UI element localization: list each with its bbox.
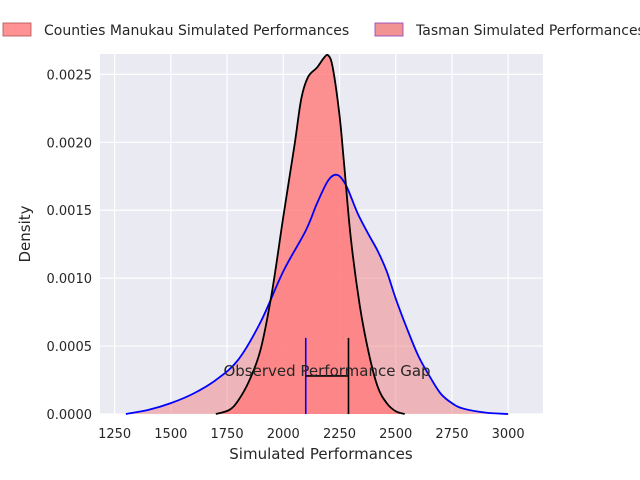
x-tick-label-1: 1500 [154, 427, 187, 442]
x-tick-label-7: 3000 [492, 427, 525, 442]
x-tick-labels: 1250 1500 1750 2000 2250 2500 2750 3000 [98, 427, 525, 442]
y-tick-label-4: 0.0020 [47, 136, 93, 151]
x-tick-label-3: 2000 [267, 427, 300, 442]
legend-swatch-tasman [374, 22, 404, 37]
series-layer [125, 53, 509, 415]
gap-annotation: Observed Performance Gap [223, 362, 430, 380]
legend-label-tasman: Tasman Simulated Performances [415, 23, 640, 39]
y-tick-label-2: 0.0010 [47, 272, 93, 287]
y-tick-label-3: 0.0015 [47, 204, 93, 219]
x-tick-label-2: 1750 [211, 427, 244, 442]
x-tick-label-5: 2500 [379, 427, 412, 442]
legend-label-counties-manukau: Counties Manukau Simulated Performances [44, 23, 349, 39]
x-tick-label-6: 2750 [435, 427, 468, 442]
x-tick-label-4: 2250 [323, 427, 356, 442]
legend: Counties Manukau Simulated Performances … [2, 22, 640, 39]
density-line-counties-manukau [215, 53, 405, 415]
legend-swatch-counties-manukau [2, 22, 32, 37]
y-tick-label-1: 0.0005 [47, 340, 93, 355]
density-area-counties-manukau [215, 54, 405, 415]
x-axis-label: Simulated Performances [229, 445, 413, 463]
y-axis-label: Density [16, 205, 34, 262]
y-tick-label-0: 0.0000 [47, 408, 93, 423]
observed-markers [304, 337, 350, 414]
density-line-tasman [125, 173, 509, 415]
y-tick-label-5: 0.0025 [47, 68, 93, 83]
x-tick-label-0: 1250 [98, 427, 131, 442]
y-tick-labels: 0.0000 0.0005 0.0010 0.0015 0.0020 0.0025 [47, 68, 93, 423]
